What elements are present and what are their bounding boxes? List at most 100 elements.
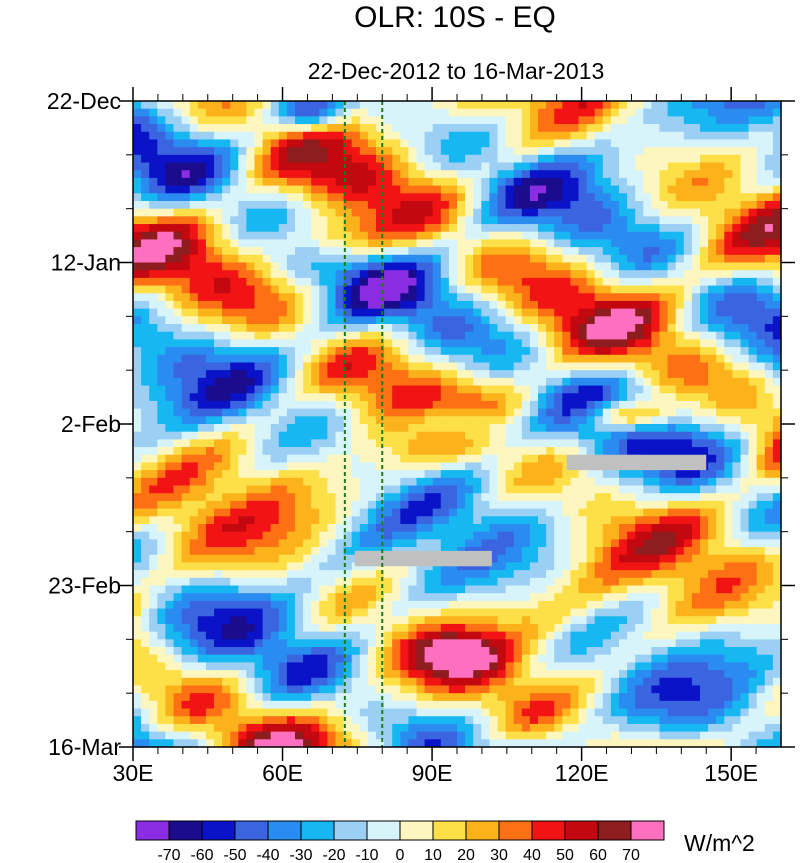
heatmap-cell [521, 393, 531, 402]
heatmap-cell [141, 316, 150, 325]
heatmap-cell [448, 216, 458, 225]
heatmap-cell [651, 108, 661, 117]
heatmap-cell [473, 224, 482, 233]
heatmap-cell [262, 477, 272, 487]
heatmap-cell [205, 462, 215, 471]
heatmap-cell [214, 454, 223, 464]
heatmap-cell [683, 154, 693, 164]
heatmap-cell [578, 500, 588, 510]
heatmap-cell [270, 101, 280, 110]
heatmap-cell [756, 277, 766, 287]
heatmap-cell [497, 462, 507, 471]
heatmap-cell [351, 285, 361, 294]
heatmap-cell [529, 570, 539, 579]
heatmap-cell [165, 262, 175, 271]
heatmap-cell [262, 262, 272, 271]
heatmap-cell [408, 570, 418, 579]
heatmap-cell [133, 554, 142, 564]
heatmap-cell [416, 262, 426, 271]
heatmap-cell [570, 162, 580, 171]
heatmap-cell [602, 354, 612, 364]
heatmap-cell [667, 154, 677, 164]
heatmap-cell [416, 116, 426, 125]
heatmap-cell [173, 224, 183, 233]
heatmap-cell [481, 331, 490, 340]
heatmap-cell [635, 485, 644, 494]
heatmap-cell [238, 377, 247, 387]
heatmap-cell [546, 308, 555, 317]
heatmap-cell [376, 116, 385, 125]
heatmap-cell [505, 554, 515, 564]
heatmap-cell [700, 285, 709, 294]
heatmap-cell [335, 416, 345, 425]
heatmap-cell [659, 370, 669, 379]
heatmap-cell [724, 393, 733, 402]
heatmap-cell [335, 516, 345, 525]
heatmap-cell [351, 216, 361, 225]
heatmap-cell [278, 139, 288, 148]
heatmap-cell [448, 500, 458, 510]
heatmap-cell [384, 208, 393, 217]
heatmap-cell [181, 293, 191, 302]
heatmap-cell [157, 377, 166, 387]
heatmap-cell [602, 562, 612, 571]
heatmap-cell [408, 262, 418, 271]
heatmap-cell [205, 124, 215, 133]
heatmap-cell [562, 516, 571, 525]
heatmap-cell [440, 277, 450, 287]
heatmap-cell [457, 408, 466, 417]
heatmap-cell [384, 470, 393, 479]
heatmap-cell [286, 577, 296, 587]
heatmap-cell [538, 485, 547, 494]
heatmap-cell [351, 324, 361, 333]
heatmap-cell [643, 154, 652, 164]
heatmap-cell [303, 170, 312, 179]
heatmap-cell [205, 447, 215, 456]
heatmap-cell [270, 316, 280, 325]
heatmap-cell [594, 239, 604, 248]
heatmap-cell [400, 523, 409, 533]
heatmap-cell [424, 531, 434, 540]
heatmap-cell [238, 331, 247, 340]
heatmap-cell [173, 216, 183, 225]
heatmap-cell [424, 293, 434, 302]
heatmap-cell [756, 339, 766, 348]
heatmap-cell [473, 154, 482, 164]
heatmap-cell [440, 347, 450, 356]
heatmap-cell [254, 508, 264, 517]
heatmap-cell [133, 200, 142, 210]
heatmap-cell [303, 262, 312, 271]
heatmap-cell [708, 523, 717, 533]
heatmap-cell [708, 139, 717, 148]
heatmap-cell [376, 516, 385, 525]
heatmap-cell [286, 454, 296, 464]
heatmap-cell [351, 454, 361, 464]
heatmap-cell [335, 439, 345, 448]
heatmap-cell [748, 185, 758, 194]
heatmap-cell [432, 370, 442, 379]
heatmap-cell [351, 116, 361, 125]
heatmap-cell [570, 285, 580, 294]
heatmap-cell [772, 131, 782, 141]
heatmap-cell [351, 101, 361, 110]
heatmap-cell [643, 531, 652, 540]
heatmap-cell [400, 470, 409, 479]
heatmap-cell [303, 454, 312, 464]
heatmap-cell [619, 339, 628, 348]
heatmap-cell [189, 308, 199, 317]
heatmap-cell [481, 124, 490, 133]
heatmap-cell [538, 377, 547, 387]
heatmap-cell [303, 308, 312, 317]
heatmap-cell [173, 254, 183, 264]
heatmap-cell [238, 523, 247, 533]
heatmap-cell [619, 193, 628, 202]
heatmap-cell [400, 400, 409, 410]
heatmap-cell [335, 331, 345, 340]
heatmap-cell [384, 270, 393, 279]
heatmap-cell [513, 154, 523, 164]
heatmap-cell [748, 208, 758, 217]
heatmap-cell [327, 208, 337, 217]
heatmap-cell [440, 162, 450, 171]
heatmap-cell [351, 339, 361, 348]
heatmap-cell [708, 516, 717, 525]
